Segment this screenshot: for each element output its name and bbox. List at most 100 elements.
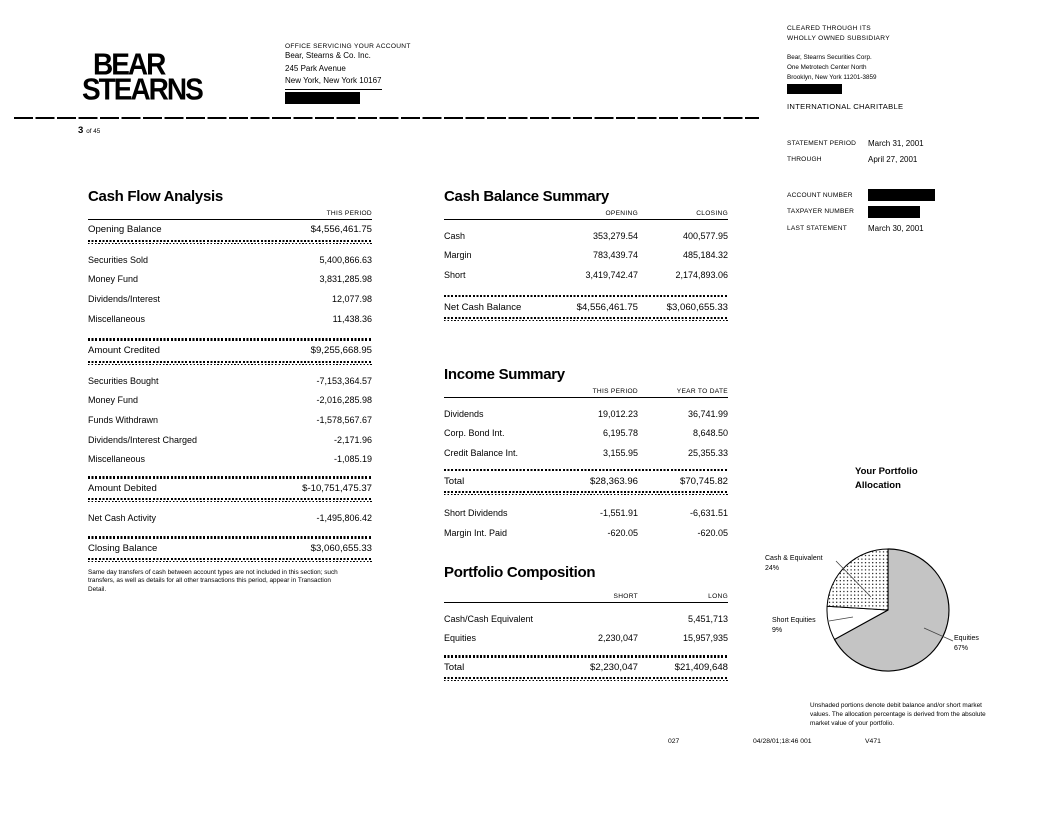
- table-row: Miscellaneous 11,438.36: [88, 309, 372, 329]
- row-value-ytd: $70,745.82: [679, 475, 728, 487]
- portfolio-allocation-pie-chart: [826, 548, 954, 672]
- row-value-this-period: -620.05: [607, 527, 638, 538]
- column-header: CLOSING: [696, 210, 728, 217]
- row-value: $9,255,668.95: [310, 345, 372, 357]
- statement-period-row: STATEMENT PERIOD March 31, 2001: [787, 137, 997, 149]
- table-row-total: Amount Credited $9,255,668.95: [88, 341, 372, 361]
- row-value: -2,016,285.98: [316, 395, 372, 406]
- account-name: INTERNATIONAL CHARITABLE: [787, 102, 904, 111]
- dotted-rule: [88, 498, 372, 503]
- row-value-long: 5,451,713: [687, 613, 728, 624]
- dotted-rule: [444, 677, 728, 682]
- row-label: Cash/Cash Equivalent: [444, 613, 534, 624]
- page-number-value: 3: [78, 125, 84, 136]
- table-row: Money Fund -2,016,285.98: [88, 391, 372, 411]
- row-value-short: 2,230,047: [597, 633, 638, 644]
- statement-info: STATEMENT PERIOD March 31, 2001 THROUGH …: [787, 137, 997, 239]
- row-label: Margin: [444, 250, 472, 261]
- redacted-bar-clearing: [787, 84, 842, 94]
- office-line: 245 Park Avenue: [285, 63, 346, 73]
- leader-line-short-equities: [828, 616, 854, 622]
- row-label: Credit Balance Int.: [444, 447, 519, 458]
- column-headers: THIS PERIOD YEAR TO DATE: [444, 383, 728, 398]
- row-value-this-period: 19,012.23: [597, 408, 638, 419]
- account-number-row: ACCOUNT NUMBER: [787, 189, 997, 201]
- table-row: Corp. Bond Int. 6,195.78 8,648.50: [444, 424, 728, 444]
- redacted-bar-account-number: [868, 189, 935, 201]
- section-title: Cash Flow Analysis: [88, 188, 223, 205]
- row-value-ytd: -6,631.51: [689, 508, 728, 519]
- row-label: Short Dividends: [444, 508, 508, 519]
- section-footnote: Same day transfers of cash between accou…: [88, 568, 338, 593]
- column-header: SHORT: [613, 593, 638, 600]
- footer-code: 027: [668, 738, 680, 745]
- clearing-heading: WHOLLY OWNED SUBSIDIARY: [787, 35, 890, 42]
- row-label: Opening Balance: [88, 224, 162, 236]
- pie-label-percent: 9%: [772, 627, 783, 634]
- row-value-this-period: 6,195.78: [602, 428, 638, 439]
- row-value-ytd: -620.05: [697, 527, 728, 538]
- pie-label-cash-equivalent: Cash & Equivalent 24%: [765, 554, 823, 574]
- clearing-block: CLEARED THROUGH ITS WHOLLY OWNED SUBSIDI…: [787, 24, 903, 111]
- table-row-total: Total $28,363.96 $70,745.82: [444, 471, 728, 491]
- redacted-bar-office-account: [285, 91, 360, 104]
- page-number: 3 of 45: [78, 125, 100, 136]
- pie-label-percent: 24%: [765, 565, 780, 572]
- clearing-heading: CLEARED THROUGH ITS: [787, 25, 871, 32]
- row-value-closing: 400,577.95: [682, 230, 728, 241]
- row-label: Total: [444, 475, 465, 487]
- row-label: Money Fund: [88, 274, 139, 285]
- table-row: Equities 2,230,047 15,957,935: [444, 629, 728, 649]
- section-title: Cash Balance Summary: [444, 188, 609, 205]
- row-value: -1,578,567.67: [316, 414, 372, 425]
- field-label: THROUGH: [787, 156, 822, 163]
- column-headers: OPENING CLOSING: [444, 205, 728, 220]
- leader-line-equities: [923, 627, 954, 642]
- office-line: Bear, Stearns & Co. Inc.: [285, 51, 371, 60]
- row-value: -1,495,806.42: [316, 513, 372, 524]
- dotted-rule: [444, 490, 728, 496]
- row-value-opening: 3,419,742.47: [585, 269, 638, 280]
- table-row: Credit Balance Int. 3,155.95 25,355.33: [444, 443, 728, 463]
- table-row: Margin Int. Paid -620.05 -620.05: [444, 523, 728, 543]
- dotted-rule: [88, 338, 372, 341]
- table-row: Cash 353,279.54 400,577.95: [444, 226, 728, 246]
- pie-slice-equities: [833, 548, 950, 672]
- pie-label-equities: Equities 67%: [954, 634, 979, 654]
- row-label: Net Cash Activity: [88, 513, 157, 524]
- column-header: THIS PERIOD: [326, 210, 372, 217]
- row-label: Equities: [444, 633, 477, 644]
- row-value: 11,438.36: [332, 313, 372, 324]
- row-label: Securities Sold: [88, 254, 149, 265]
- allocation-title-line: Allocation: [855, 480, 901, 491]
- table-row: Dividends/Interest 12,077.98: [88, 289, 372, 309]
- field-label: LAST STATEMENT: [787, 224, 847, 232]
- row-value-ytd: 8,648.50: [692, 428, 728, 439]
- row-value-this-period: -1,551.91: [599, 508, 638, 519]
- row-label: Short: [444, 269, 466, 280]
- row-label: Corp. Bond Int.: [444, 428, 505, 439]
- allocation-footnote: Unshaded portions denote debit balance a…: [810, 702, 986, 727]
- field-label: STATEMENT PERIOD: [787, 139, 857, 147]
- row-label: Margin Int. Paid: [444, 527, 508, 538]
- row-label: Dividends: [444, 408, 484, 419]
- table-row: Securities Bought -7,153,364.57: [88, 371, 372, 391]
- pie-label-text: Equities: [954, 635, 979, 642]
- section-portfolio-composition: Portfolio Composition SHORT LONG Cash/Ca…: [444, 564, 728, 682]
- section-title: Portfolio Composition: [444, 564, 596, 581]
- statement-through-row: THROUGH April 27, 2001: [787, 154, 997, 166]
- row-label: Amount Credited: [88, 345, 160, 357]
- row-value-long: 15,957,935: [682, 633, 728, 644]
- row-label: Amount Debited: [88, 482, 157, 494]
- field-value: April 27, 2001: [868, 155, 918, 164]
- dotted-rule: [88, 475, 372, 479]
- page-number-of: of 45: [86, 128, 101, 135]
- row-value-long: $21,409,648: [674, 662, 728, 674]
- dotted-rule: [88, 360, 372, 365]
- header-separator-rule: [14, 117, 759, 119]
- section-cash-flow-analysis: Cash Flow Analysis THIS PERIOD Opening B…: [88, 188, 372, 594]
- row-value-short: $2,230,047: [589, 662, 638, 674]
- redacted-bar-taxpayer-number: [868, 205, 920, 218]
- last-statement-row: LAST STATEMENT March 30, 2001: [787, 222, 997, 234]
